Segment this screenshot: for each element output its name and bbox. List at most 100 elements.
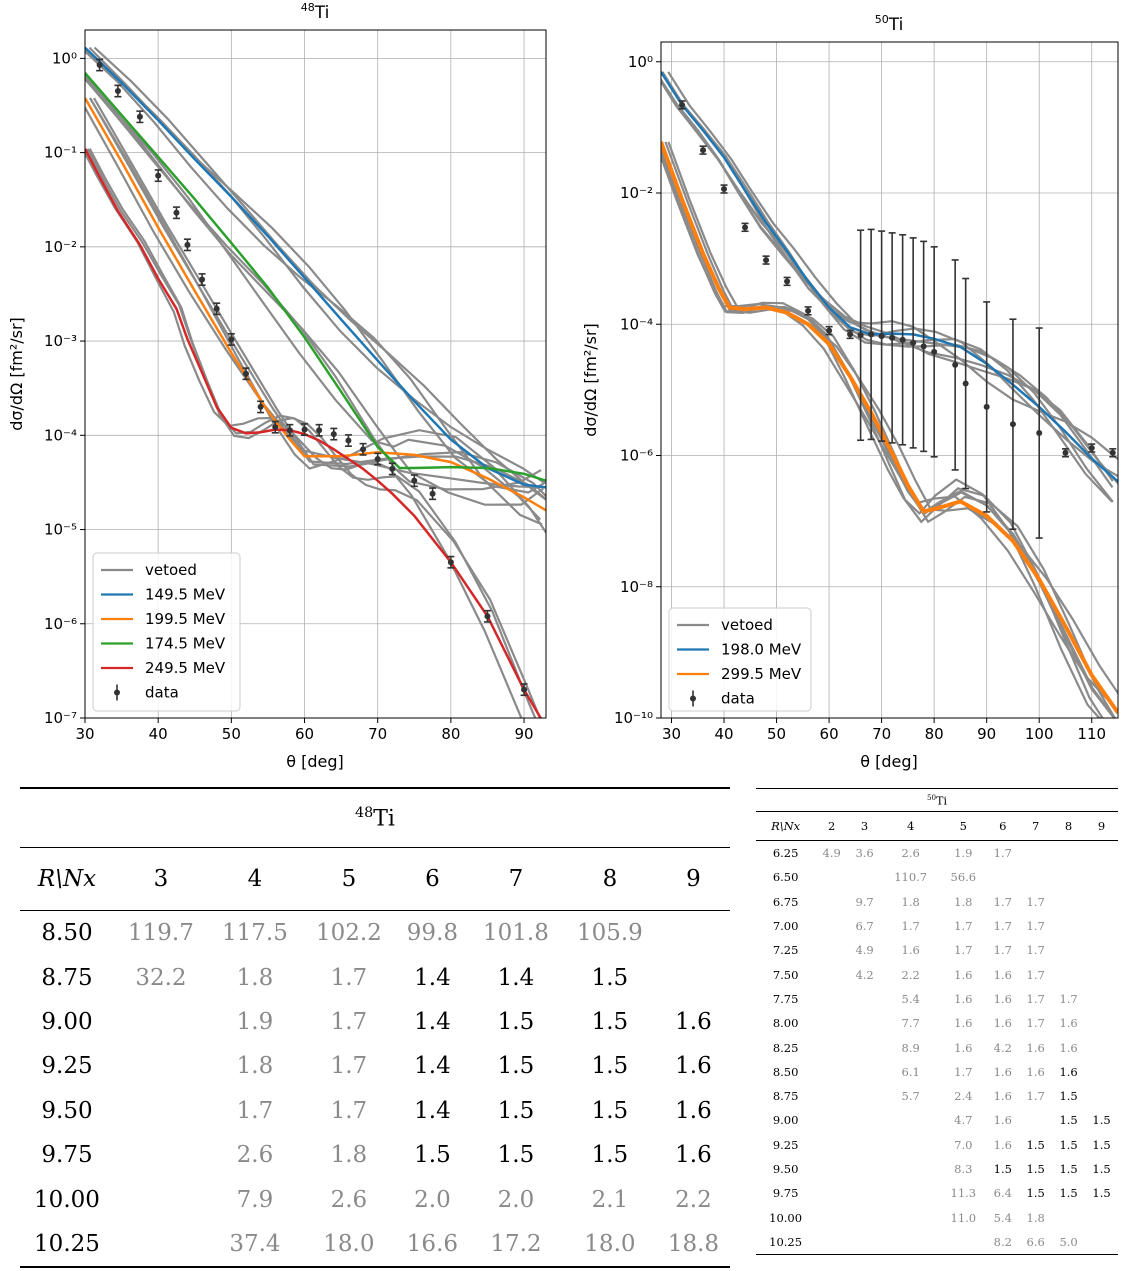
data-point	[114, 88, 121, 95]
y-tick-label: 10⁻⁴	[620, 315, 653, 333]
table-cell	[815, 1060, 848, 1084]
y-tick-label: 10⁻⁵	[44, 521, 77, 539]
header-cell: 5	[301, 847, 396, 911]
table-cell: 4.9	[822, 846, 841, 861]
table-cell	[815, 865, 848, 889]
y-tick-label: 10⁻⁸	[620, 578, 653, 596]
row-label: 6.75	[772, 894, 799, 909]
x-tick-label: 60	[820, 725, 839, 743]
table-cell: 4.2	[855, 967, 874, 982]
row-label: 9.25	[772, 1137, 799, 1152]
legend-label: data	[721, 690, 755, 708]
header-cell: 4	[207, 847, 302, 911]
data-point	[242, 370, 249, 377]
data-point	[257, 403, 264, 410]
table-cell: 1.4	[414, 1053, 451, 1080]
table-cell: 1.5	[591, 1053, 629, 1080]
data-point	[228, 336, 235, 343]
table-cell	[1052, 938, 1085, 962]
x-tick-label: 60	[295, 725, 314, 743]
table-cell: 1.5	[1059, 1089, 1078, 1104]
table-cell	[1085, 938, 1118, 962]
table-cell: 6.6	[1019, 1229, 1053, 1256]
data-point	[910, 339, 917, 346]
table-cell: 1.6	[675, 1142, 712, 1169]
y-tick-label: 10⁻¹⁰	[614, 709, 653, 727]
table-cell	[848, 1108, 881, 1132]
row-label: 6.25	[772, 846, 799, 861]
legend-box	[668, 607, 812, 712]
table-cell	[881, 1108, 940, 1132]
grid	[84, 30, 546, 719]
data-point	[96, 62, 103, 69]
table-cell	[881, 1181, 940, 1205]
header-corner: R\Nx	[756, 811, 816, 841]
table-cell: 2.1	[591, 1186, 629, 1213]
table-cell: 1.7	[330, 1097, 368, 1124]
table-row: 8.00 7.7 1.6 1.6 1.7 1.6	[756, 1011, 1118, 1035]
data-point	[301, 426, 308, 433]
data-point	[920, 343, 927, 350]
table-cell: 1.5	[497, 1053, 535, 1080]
table-cell	[114, 1044, 208, 1088]
header-cell: 3	[848, 811, 882, 841]
x-tick-label: 90	[515, 725, 534, 743]
table-cell	[848, 1205, 881, 1229]
table-cell: 1.8	[236, 1053, 274, 1080]
legend-label: vetoed	[721, 616, 773, 634]
legend-box	[92, 552, 241, 712]
table-cell	[881, 1205, 940, 1229]
table-cell	[815, 890, 848, 914]
table-cell: 101.8	[483, 920, 549, 947]
table-row: 10.25 8.2 6.6 5.0	[756, 1229, 1118, 1256]
legend-label: vetoed	[145, 561, 197, 579]
data-point	[1036, 430, 1043, 437]
table-cell	[815, 1157, 848, 1181]
data-point	[1009, 421, 1016, 428]
table-cell	[815, 1229, 849, 1256]
table-cell	[1085, 1011, 1118, 1035]
y-tick-label: 10⁻⁶	[44, 615, 77, 633]
vetoed-curve	[85, 47, 546, 485]
table-cell	[1052, 865, 1085, 889]
table-cell: 32.2	[135, 964, 187, 991]
table-cell	[1052, 841, 1085, 866]
data-point	[411, 477, 418, 484]
y-axis-label: dσ/dΩ [fm²/sr]	[581, 323, 600, 437]
table-cell: 1.4	[414, 964, 451, 991]
table-cell	[114, 1089, 208, 1133]
header-cell: 8	[1052, 811, 1086, 841]
data-point	[679, 101, 686, 108]
caption-sup: 50	[927, 792, 937, 802]
table-cell	[815, 1011, 848, 1035]
table-cell: 1.6	[901, 943, 920, 958]
table-cell	[114, 1133, 208, 1177]
table-row: 7.25 4.9 1.6 1.7 1.7 1.7	[756, 938, 1118, 962]
y-tick-label: 10⁰	[628, 53, 653, 71]
table-cell: 110.7	[894, 870, 928, 885]
table-cell	[113, 1221, 208, 1269]
row-label: 10.00	[34, 1186, 100, 1213]
x-tick-label: 40	[714, 725, 733, 743]
x-tick-label: 110	[1077, 725, 1106, 743]
table-cell	[114, 1000, 208, 1044]
caption-main: Ti	[373, 806, 395, 832]
table-cell: 1.5	[1059, 1137, 1078, 1152]
table-row: 7.50 4.2 2.2 1.6 1.6 1.7	[756, 962, 1118, 986]
table-cell	[815, 1084, 848, 1108]
table-row: 9.25 7.0 1.6 1.5 1.5 1.5	[756, 1133, 1118, 1157]
table-cell: 1.5	[591, 1008, 629, 1035]
table-cell	[114, 1177, 208, 1221]
table-cell: 37.4	[207, 1221, 302, 1269]
table-cell: 1.6	[954, 991, 973, 1006]
table-cell	[815, 987, 848, 1011]
data-point	[316, 427, 323, 434]
data-point	[374, 456, 381, 463]
table-cell: 1.6	[1059, 1064, 1078, 1079]
table-cell: 2.4	[954, 1089, 973, 1104]
title-sup: 48	[301, 1, 315, 14]
series-line-174-5-mev	[85, 72, 546, 482]
table-cell: 1.6	[954, 967, 973, 982]
row-label: 8.75	[41, 964, 93, 991]
table-cell: 1.8	[330, 1142, 368, 1169]
